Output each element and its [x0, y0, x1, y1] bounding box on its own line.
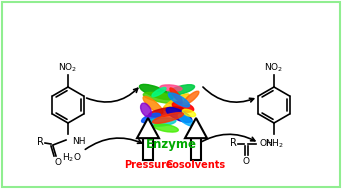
Ellipse shape	[141, 103, 152, 117]
Ellipse shape	[179, 114, 194, 126]
Ellipse shape	[183, 91, 199, 105]
Ellipse shape	[142, 113, 160, 123]
Ellipse shape	[143, 92, 183, 104]
Ellipse shape	[146, 118, 176, 126]
Ellipse shape	[149, 107, 183, 117]
Ellipse shape	[182, 109, 196, 117]
Text: NH$_2$: NH$_2$	[265, 137, 283, 149]
FancyArrowPatch shape	[85, 138, 142, 149]
Ellipse shape	[168, 93, 189, 107]
Text: O: O	[54, 158, 62, 167]
Ellipse shape	[154, 124, 178, 132]
Ellipse shape	[143, 96, 163, 114]
Ellipse shape	[168, 85, 195, 95]
Ellipse shape	[153, 113, 183, 123]
Text: O: O	[242, 157, 250, 166]
Text: NO$_2$: NO$_2$	[264, 61, 284, 74]
Ellipse shape	[172, 102, 194, 112]
Bar	[143, 138, 153, 160]
Ellipse shape	[160, 85, 182, 91]
Text: Enzyme: Enzyme	[145, 138, 197, 151]
Ellipse shape	[140, 84, 172, 100]
Ellipse shape	[152, 88, 166, 97]
Text: R: R	[229, 138, 236, 148]
Polygon shape	[137, 118, 159, 138]
Ellipse shape	[166, 108, 192, 122]
Text: H$_2$O: H$_2$O	[62, 152, 82, 164]
Bar	[192, 138, 201, 160]
Ellipse shape	[170, 88, 182, 102]
Text: R: R	[37, 137, 43, 147]
Text: Pressure: Pressure	[124, 160, 172, 170]
Text: NO$_2$: NO$_2$	[58, 61, 78, 74]
Polygon shape	[185, 118, 207, 138]
FancyArrowPatch shape	[203, 87, 254, 102]
Ellipse shape	[163, 94, 189, 110]
Text: NH: NH	[72, 137, 86, 146]
FancyArrowPatch shape	[198, 134, 255, 143]
FancyArrowPatch shape	[87, 88, 138, 102]
Text: Cosolvents: Cosolvents	[166, 160, 226, 170]
Text: OH: OH	[260, 139, 274, 147]
